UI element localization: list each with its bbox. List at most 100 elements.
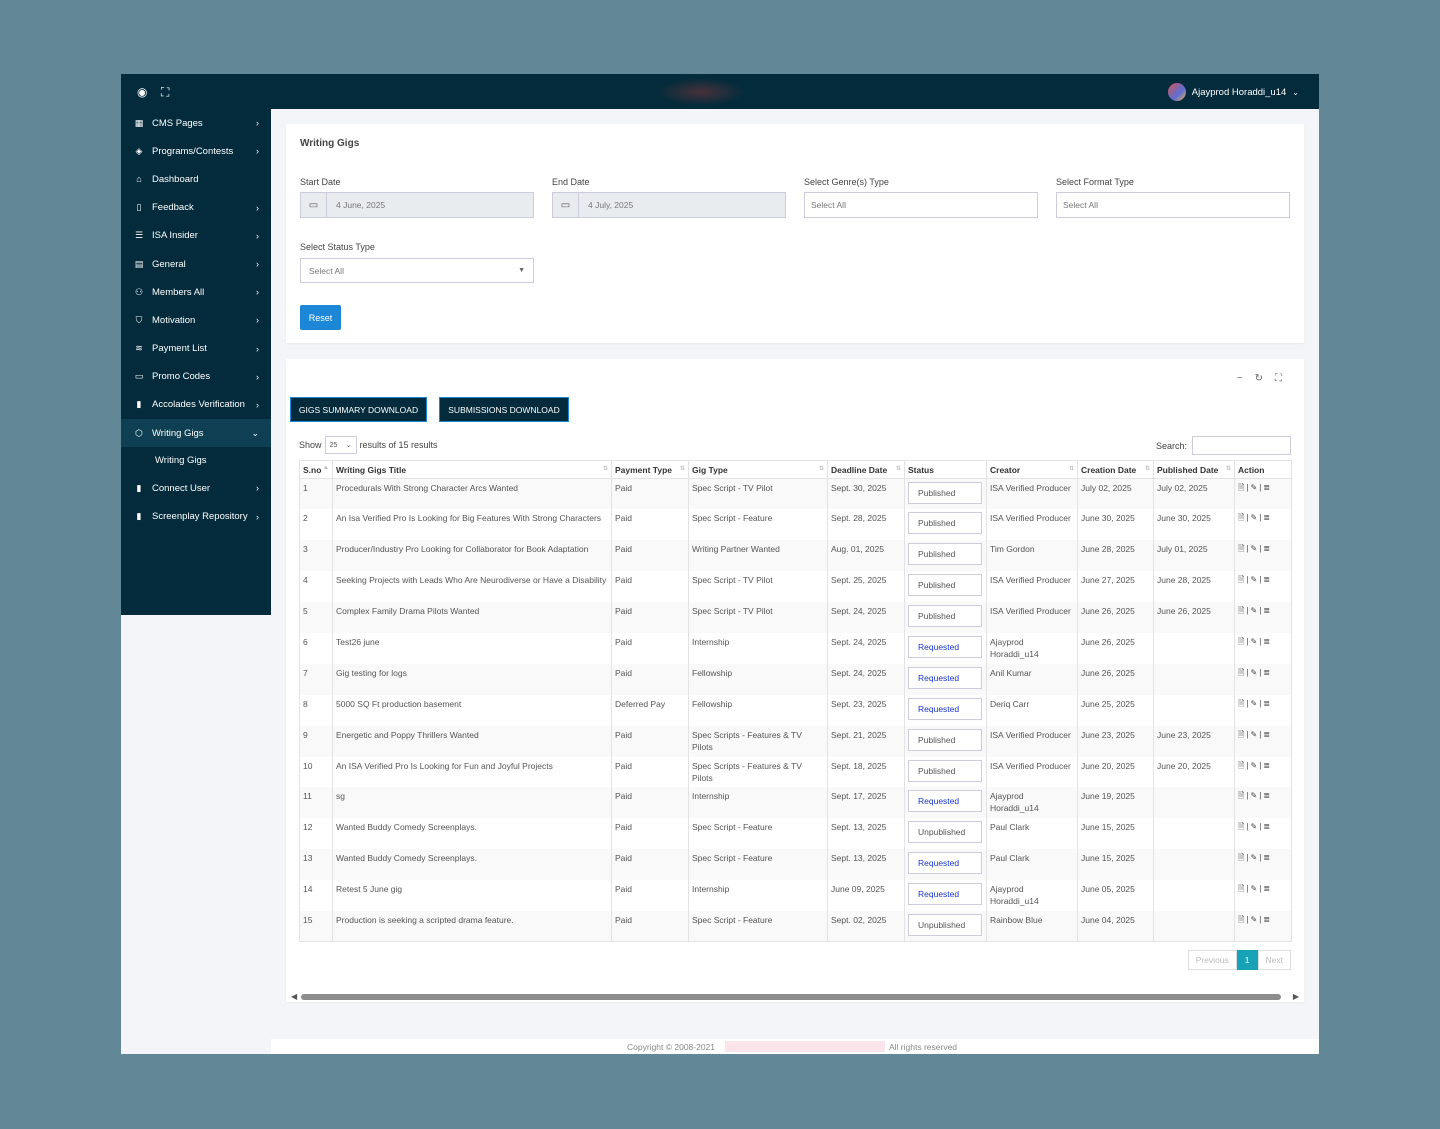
next-page-button[interactable]: Next bbox=[1257, 950, 1291, 970]
edit-icon[interactable]: ✎ bbox=[1250, 914, 1258, 924]
status-select[interactable]: Requested bbox=[908, 790, 982, 813]
end-date-input[interactable]: ▭ 4 July, 2025 bbox=[552, 192, 786, 218]
fullscreen-icon[interactable]: ⛶ bbox=[161, 85, 170, 99]
list-icon[interactable]: ≣ bbox=[1263, 483, 1270, 492]
status-select[interactable]: Published bbox=[908, 543, 982, 566]
list-icon[interactable]: ≣ bbox=[1263, 853, 1270, 863]
list-icon[interactable]: ≣ bbox=[1263, 760, 1270, 770]
sidebar-item-writing-gigs[interactable]: ⬡ Writing Gigs ⌄ bbox=[121, 419, 271, 448]
scroll-left-icon[interactable]: ◀ bbox=[291, 992, 298, 1001]
search-input[interactable] bbox=[1192, 436, 1291, 455]
genre-select[interactable]: Select All bbox=[804, 192, 1038, 218]
column-header-payment-type[interactable]: Payment Type ⇅ bbox=[611, 460, 689, 479]
status-select[interactable]: Requested bbox=[908, 635, 982, 658]
edit-icon[interactable]: ✎ bbox=[1250, 513, 1258, 523]
status-select[interactable]: Published bbox=[908, 482, 982, 504]
gigs-summary-download-button[interactable]: GIGS SUMMARY DOWNLOAD bbox=[290, 397, 427, 422]
reset-button[interactable]: Reset bbox=[300, 305, 341, 330]
eye-toggle-icon[interactable]: ◉ bbox=[137, 85, 148, 99]
sidebar-item-members-all[interactable]: ⚇ Members All › bbox=[121, 278, 271, 306]
list-icon[interactable]: ≣ bbox=[1263, 729, 1270, 739]
sidebar-item-general[interactable]: ▤ General › bbox=[121, 250, 271, 278]
list-icon[interactable]: ≣ bbox=[1263, 544, 1270, 554]
view-icon[interactable]: 🗎 bbox=[1238, 606, 1245, 616]
user-menu[interactable]: Ajayprod Horaddi_u14 ⌄ bbox=[1167, 83, 1299, 101]
sidebar-item-connect-user[interactable]: ▮ Connect User › bbox=[121, 474, 271, 502]
sidebar-item-promo-codes[interactable]: ▭ Promo Codes › bbox=[121, 363, 271, 391]
status-select[interactable]: Published bbox=[908, 605, 982, 628]
list-icon[interactable]: ≣ bbox=[1263, 914, 1270, 924]
sidebar-item-isa-insider[interactable]: ☰ ISA Insider › bbox=[121, 222, 271, 250]
sidebar-subitem-writing-gigs[interactable]: Writing Gigs bbox=[155, 455, 207, 467]
format-select[interactable]: Select All bbox=[1056, 192, 1290, 218]
edit-icon[interactable]: ✎ bbox=[1250, 544, 1258, 554]
status-select[interactable]: Published bbox=[908, 512, 982, 535]
list-icon[interactable]: ≣ bbox=[1263, 884, 1270, 894]
view-icon[interactable]: 🗎 bbox=[1238, 791, 1245, 801]
status-select[interactable]: Requested bbox=[908, 697, 982, 720]
view-icon[interactable]: 🗎 bbox=[1238, 636, 1245, 646]
edit-icon[interactable]: ✎ bbox=[1250, 760, 1258, 770]
status-select[interactable]: Requested bbox=[908, 883, 982, 906]
sidebar-item-screenplay-repository[interactable]: ▮ Screenplay Repository › bbox=[121, 502, 271, 530]
sidebar-item-accolades-verification[interactable]: ▮ Accolades Verification › bbox=[121, 391, 271, 419]
sidebar-item-payment-list[interactable]: ≋ Payment List › bbox=[121, 335, 271, 363]
view-icon[interactable]: 🗎 bbox=[1238, 513, 1245, 523]
status-select[interactable]: Published bbox=[908, 728, 982, 751]
edit-icon[interactable]: ✎ bbox=[1250, 483, 1258, 492]
page-1-button[interactable]: 1 bbox=[1236, 950, 1258, 970]
scroll-right-icon[interactable]: ▶ bbox=[1292, 992, 1299, 1001]
view-icon[interactable]: 🗎 bbox=[1238, 544, 1245, 554]
column-header-s-no[interactable]: S.no ▲ bbox=[299, 460, 333, 479]
horizontal-scrollbar[interactable]: ◀ ▶ bbox=[291, 992, 1299, 1002]
edit-icon[interactable]: ✎ bbox=[1250, 822, 1258, 832]
edit-icon[interactable]: ✎ bbox=[1250, 853, 1258, 863]
scroll-thumb[interactable] bbox=[301, 994, 1281, 1000]
status-select[interactable]: Unpublished bbox=[908, 913, 982, 936]
status-select[interactable]: Requested bbox=[908, 852, 982, 875]
view-icon[interactable]: 🗎 bbox=[1238, 729, 1245, 739]
prev-page-button[interactable]: Previous bbox=[1187, 950, 1237, 970]
column-header-creation-date[interactable]: Creation Date ⇅ bbox=[1077, 460, 1154, 479]
list-icon[interactable]: ≣ bbox=[1263, 606, 1270, 616]
column-header-published-date[interactable]: Published Date ⇅ bbox=[1153, 460, 1235, 479]
status-select[interactable]: Unpublished bbox=[908, 821, 982, 844]
view-icon[interactable]: 🗎 bbox=[1238, 575, 1245, 585]
sidebar-item-motivation[interactable]: ⛉ Motivation › bbox=[121, 306, 271, 334]
edit-icon[interactable]: ✎ bbox=[1250, 667, 1258, 677]
column-header-creator[interactable]: Creator ⇅ bbox=[986, 460, 1078, 479]
page-size-select[interactable]: 25 ⌄ bbox=[324, 436, 357, 454]
submissions-download-button[interactable]: SUBMISSIONS DOWNLOAD bbox=[439, 397, 569, 422]
view-icon[interactable]: 🗎 bbox=[1238, 760, 1245, 770]
view-icon[interactable]: 🗎 bbox=[1238, 483, 1245, 492]
list-icon[interactable]: ≣ bbox=[1263, 513, 1270, 523]
sidebar-item-feedback[interactable]: ▯ Feedback › bbox=[121, 194, 271, 222]
expand-icon[interactable]: ⛶ bbox=[1275, 373, 1282, 384]
view-icon[interactable]: 🗎 bbox=[1238, 698, 1245, 708]
edit-icon[interactable]: ✎ bbox=[1250, 698, 1258, 708]
list-icon[interactable]: ≣ bbox=[1263, 822, 1270, 832]
list-icon[interactable]: ≣ bbox=[1263, 791, 1270, 801]
edit-icon[interactable]: ✎ bbox=[1250, 884, 1258, 894]
column-header-status[interactable]: Status bbox=[904, 460, 987, 479]
edit-icon[interactable]: ✎ bbox=[1250, 606, 1258, 616]
status-select[interactable]: Requested bbox=[908, 666, 982, 689]
column-header-writing-gigs-title[interactable]: Writing Gigs Title ⇅ bbox=[332, 460, 612, 479]
column-header-deadline-date[interactable]: Deadline Date ⇅ bbox=[827, 460, 905, 479]
view-icon[interactable]: 🗎 bbox=[1238, 822, 1245, 832]
column-header-gig-type[interactable]: Gig Type ⇅ bbox=[688, 460, 828, 479]
view-icon[interactable]: 🗎 bbox=[1238, 853, 1245, 863]
sidebar-item-dashboard[interactable]: ⌂ Dashboard bbox=[121, 165, 271, 193]
sidebar-item-programs-contests[interactable]: ◈ Programs/Contests › bbox=[121, 137, 271, 165]
status-select[interactable]: Published bbox=[908, 759, 982, 782]
edit-icon[interactable]: ✎ bbox=[1250, 791, 1258, 801]
list-icon[interactable]: ≣ bbox=[1263, 667, 1270, 677]
minimize-icon[interactable]: − bbox=[1236, 373, 1243, 384]
status-select[interactable]: Published bbox=[908, 574, 982, 597]
column-header-action[interactable]: Action bbox=[1234, 460, 1292, 479]
refresh-icon[interactable]: ↻ bbox=[1254, 373, 1263, 384]
edit-icon[interactable]: ✎ bbox=[1250, 636, 1258, 646]
sidebar-item-cms-pages[interactable]: ▦ CMS Pages › bbox=[121, 109, 271, 137]
status-select[interactable]: Select All ▼ bbox=[300, 258, 534, 283]
view-icon[interactable]: 🗎 bbox=[1238, 914, 1245, 924]
